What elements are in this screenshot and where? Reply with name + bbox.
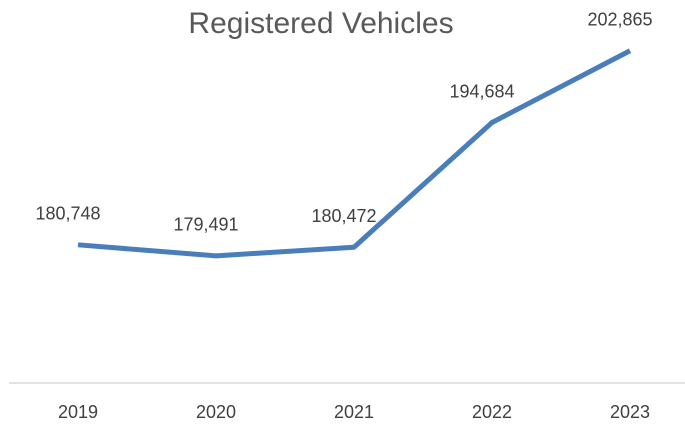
x-tick-label: 2023 xyxy=(610,402,650,422)
data-label: 180,748 xyxy=(35,204,100,224)
x-tick-label: 2020 xyxy=(196,402,236,422)
data-label: 194,684 xyxy=(449,81,514,101)
data-label: 180,472 xyxy=(311,206,376,226)
chart-title: Registered Vehicles xyxy=(188,7,453,40)
x-tick-label: 2019 xyxy=(58,402,98,422)
data-label: 202,865 xyxy=(587,9,652,29)
x-tick-label: 2021 xyxy=(334,402,374,422)
line xyxy=(77,48,632,259)
x-tick-label: 2022 xyxy=(472,402,512,422)
data-label: 179,491 xyxy=(173,215,238,235)
